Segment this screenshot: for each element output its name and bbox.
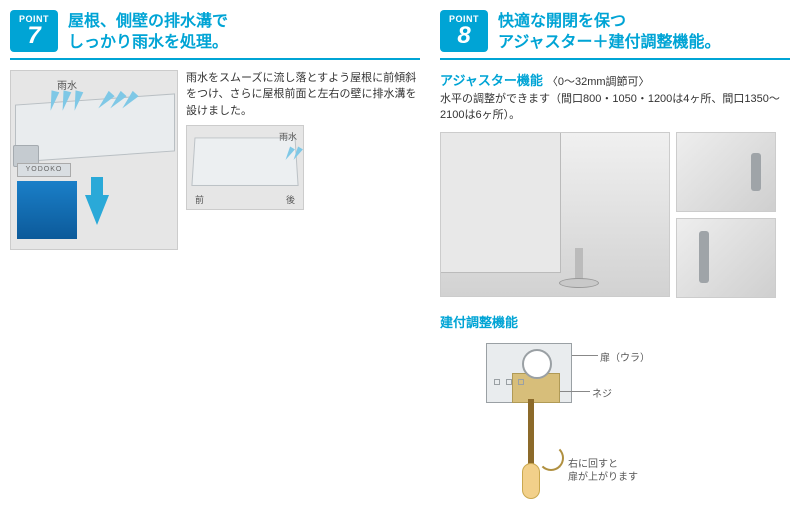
screwdriver-icon [522,463,540,499]
point8-badge: POINT 8 [440,10,488,52]
rain-label: 雨水 [57,77,77,92]
sub-rain-label: 雨水 [279,130,297,144]
tatetsuke-subtitle: 建付調整機能 [440,312,790,331]
point7-badge: POINT 7 [10,10,58,52]
adjuster-main-photo [440,132,670,297]
point8-title: 快適な開閉を保つ アジャスター＋建付調整機能。 [498,10,721,54]
point8-header: POINT 8 快適な開閉を保つ アジャスター＋建付調整機能。 [440,10,790,60]
brand-plate: YODOKO [17,163,71,177]
adjuster-subtitle-note: 〈0～32mm調節可〉 [547,73,650,89]
tatetsuke-diagram: 扉（ウラ） ネジ 右に回すと 扉が上がります [480,337,680,507]
point7-body-text: 雨水をスムーズに流し落とすよう屋根に前傾斜をつけ、さらに屋根前面と左右の壁に排水… [186,70,420,120]
diag-door-label: 扉（ウラ） [600,349,650,364]
point7-title-line2: しっかり雨水を処理。 [68,33,228,54]
point7-sub-illustration: 雨水 前 後 [186,125,304,210]
sub-front-label: 前 [195,193,204,207]
diag-screw-label: ネジ [592,385,612,400]
adjuster-foot-icon [559,278,599,288]
sub-back-label: 後 [286,193,295,207]
point7-header: POINT 7 屋根、側壁の排水溝で しっかり雨水を処理。 [10,10,420,60]
adjuster-thumb-1 [676,132,776,212]
point8-title-line1: 快適な開閉を保つ [498,12,721,33]
diag-note-2: 扉が上がります [568,468,638,483]
adjuster-thumb-2 [676,218,776,298]
point7-badge-number: 7 [27,24,40,48]
adjuster-subtitle: アジャスター機能 〈0～32mm調節可〉 [440,70,790,89]
drain-arrow-icon [85,195,109,225]
point7-title-line1: 屋根、側壁の排水溝で [68,12,228,33]
point8-badge-number: 8 [457,24,470,48]
point8-section: POINT 8 快適な開閉を保つ アジャスター＋建付調整機能。 アジャスター機能… [440,10,790,507]
adjuster-subtitle-text: アジャスター機能 [440,70,543,89]
adjuster-body-text: 水平の調整ができます（間口800・1050・1200は4ヶ所、間口1350～21… [440,91,790,124]
point7-main-illustration: 雨水 YODOKO [10,70,178,250]
point7-title: 屋根、側壁の排水溝で しっかり雨水を処理。 [68,10,228,54]
point7-section: POINT 7 屋根、側壁の排水溝で しっかり雨水を処理。 雨水 [10,10,420,507]
point8-title-line2: アジャスター＋建付調整機能。 [498,33,721,54]
rotate-arrow-icon [538,445,564,471]
